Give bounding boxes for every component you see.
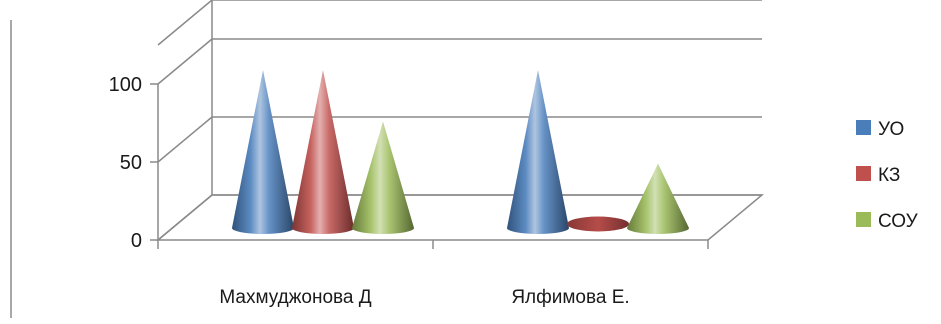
legend-entry: СОУ [878, 211, 919, 232]
legend-entry: КЗ [878, 165, 900, 186]
legend-swatch [856, 212, 871, 227]
legend-swatch [856, 120, 871, 135]
cone-2-0 [352, 121, 414, 234]
side-gridline [157, 116, 213, 163]
y-tick-label: 0 [131, 230, 142, 252]
cone-1-1 [567, 216, 629, 232]
x-axis-categories: Махмуджонова Д Ялфимова Е. [219, 287, 629, 308]
legend: УО КЗ СОУ [856, 119, 919, 232]
data-cones [232, 70, 689, 234]
cone-0-1 [507, 70, 569, 234]
cone-2-1 [627, 163, 689, 234]
x-category-label: Ялфимова Е. [511, 287, 629, 308]
side-gridline [157, 38, 213, 85]
cone-1-0 [292, 70, 354, 234]
x-category-label: Махмуджонова Д [219, 287, 371, 308]
y-tick-label: 50 [120, 152, 142, 174]
side-gridline [157, 0, 213, 46]
cone-0-0 [232, 70, 294, 234]
y-tick-label: 100 [109, 74, 142, 96]
y-axis-ticks: 0 50 100 [109, 74, 709, 252]
side-gridline [157, 194, 213, 241]
legend-swatch [856, 166, 871, 181]
legend-entry: УО [878, 119, 904, 140]
